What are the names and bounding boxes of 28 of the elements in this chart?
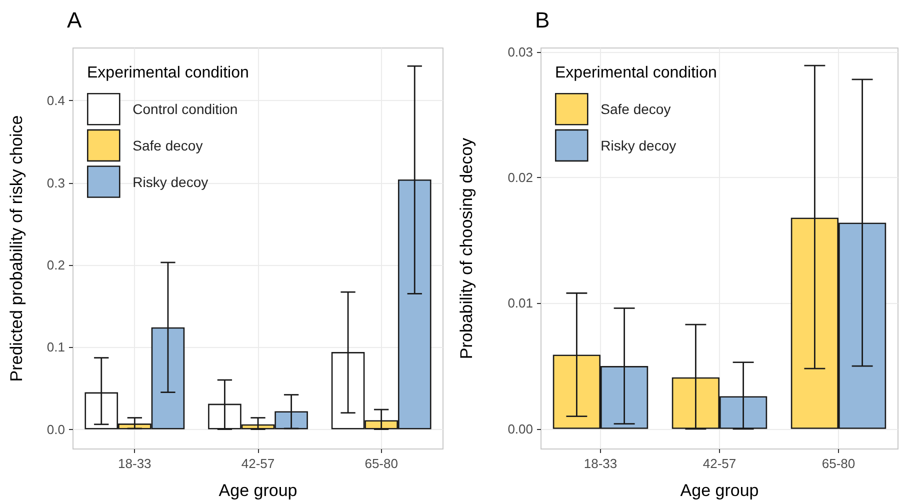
- legend-label: Safe decoy: [132, 137, 203, 154]
- y-axis-title: Predicted probability of risky choice: [7, 115, 26, 382]
- x-tick-label: 42-57: [702, 456, 736, 471]
- y-tick-label: 0.03: [508, 44, 533, 60]
- chart-title: A: [67, 8, 82, 32]
- y-tick-label: 0.01: [508, 296, 533, 311]
- x-tick-label: 18-33: [118, 456, 152, 471]
- y-tick-label: 0.0: [46, 422, 65, 437]
- legend-label: Risky decoy: [600, 137, 676, 154]
- legend-title: Experimental condition: [555, 64, 717, 82]
- legend-label: Risky decoy: [132, 174, 208, 190]
- x-axis-title: Age group: [680, 481, 759, 500]
- y-tick-label: 0.4: [46, 93, 65, 108]
- y-tick-label: 0.02: [508, 170, 533, 185]
- x-tick-label: 65-80: [822, 456, 856, 471]
- legend-label: Safe decoy: [600, 101, 671, 118]
- y-axis-title: Probability of choosing decoy: [457, 137, 476, 360]
- x-tick-label: 18-33: [584, 456, 618, 471]
- x-tick-label: 42-57: [241, 456, 275, 471]
- y-tick-label: 0.2: [46, 257, 65, 272]
- x-tick-label: 65-80: [364, 456, 398, 471]
- chart-title: B: [535, 8, 550, 32]
- y-tick-label: 0.3: [46, 175, 65, 190]
- y-tick-label: 0.00: [508, 421, 533, 436]
- legend-label: Control condition: [132, 101, 238, 118]
- y-tick-label: 0.1: [46, 340, 65, 355]
- legend-title: Experimental condition: [87, 64, 249, 82]
- x-axis-title: Age group: [218, 481, 298, 500]
